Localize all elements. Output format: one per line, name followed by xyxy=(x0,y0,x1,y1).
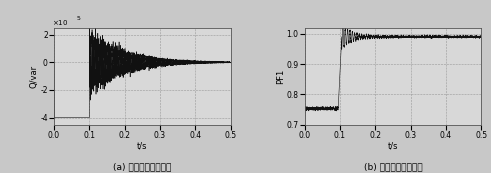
X-axis label: t/s: t/s xyxy=(137,141,147,150)
Text: (a) 系统基波无功功率: (a) 系统基波无功功率 xyxy=(113,162,171,171)
X-axis label: t/s: t/s xyxy=(388,141,398,150)
Text: (b) 系统基波功率因数: (b) 系统基波功率因数 xyxy=(364,162,422,171)
Y-axis label: PF1: PF1 xyxy=(276,69,285,84)
Text: $\times$10: $\times$10 xyxy=(52,18,69,27)
Text: 5: 5 xyxy=(77,16,81,21)
Y-axis label: Q/var: Q/var xyxy=(30,65,39,88)
